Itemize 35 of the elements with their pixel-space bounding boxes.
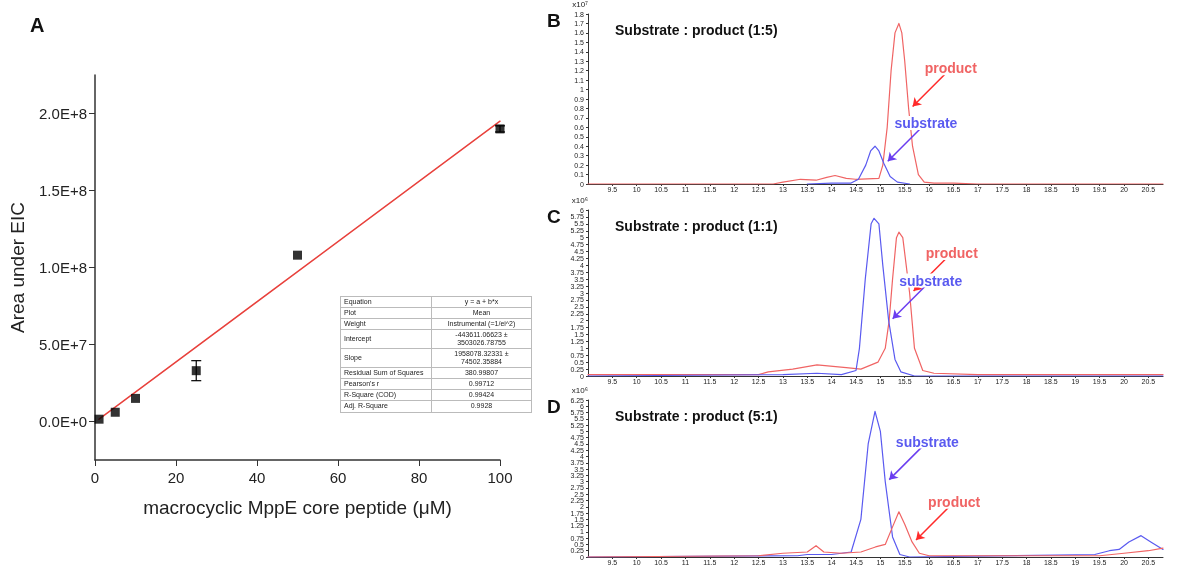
text: Substrate : product (1:5) <box>615 22 778 38</box>
y-tick-label: 1.0E+8 <box>39 259 87 276</box>
x-tick-label: 20 <box>167 468 185 486</box>
y-axis-title: Area under EIC <box>7 202 28 333</box>
point <box>94 414 104 424</box>
series-label: product <box>924 60 978 77</box>
chart-title: B <box>547 10 561 31</box>
y-axis-title: x10⁷ <box>572 0 589 9</box>
x-tick-label: 100 <box>487 468 513 486</box>
text: Substrate : product (5:1) <box>615 408 778 424</box>
point <box>110 407 120 417</box>
x-tick-label: 60 <box>329 468 347 486</box>
x-tick-label: 80 <box>410 468 428 486</box>
series-label: product <box>925 244 979 261</box>
chart-title: C <box>547 206 561 227</box>
point <box>293 250 302 260</box>
series-label: product <box>928 493 981 510</box>
x-tick-label: 40 <box>248 468 266 486</box>
x-axis-title: macrocyclic MppE core peptide (μM) <box>143 497 452 518</box>
point <box>191 366 201 376</box>
series-label: substrate <box>894 115 958 132</box>
chart-title: A <box>30 14 45 36</box>
chart-title: D <box>547 396 561 417</box>
y-tick-label: 0.0E+0 <box>39 413 87 430</box>
y-tick-label: 5.0E+7 <box>39 336 87 353</box>
series-label: substrate <box>899 272 963 289</box>
y-axis-title: x10⁶ <box>571 195 588 205</box>
y-tick-label: 1.5E+8 <box>39 182 87 199</box>
y-axis-title: x10⁶ <box>571 385 588 395</box>
line-series <box>806 145 911 185</box>
y-tick-label: 2.0E+8 <box>39 105 87 122</box>
series-label: substrate <box>895 433 960 450</box>
text: Substrate : product (1:1) <box>615 218 778 234</box>
x-tick-label: 0 <box>90 468 100 486</box>
point <box>131 393 140 403</box>
